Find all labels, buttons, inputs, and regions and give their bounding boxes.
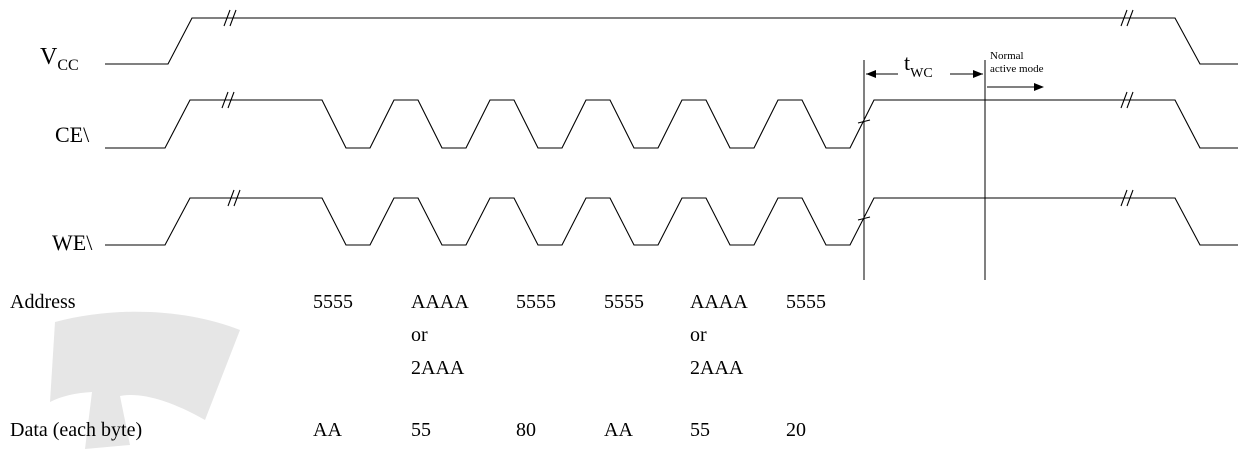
we-waveform: [105, 197, 1238, 246]
data-value: 55: [690, 419, 710, 441]
data-value: 20: [786, 419, 806, 441]
ce-waveform: [105, 99, 1238, 149]
watermark: [50, 311, 240, 449]
data-value: AA: [604, 419, 633, 441]
normal-mode-arrowhead: [1034, 83, 1044, 91]
address-value: 2AAA: [411, 357, 465, 379]
we-break-mark-1: [227, 189, 241, 207]
data-value: AA: [313, 419, 342, 441]
address-value: or: [411, 324, 428, 346]
vcc-break-mark-1: [223, 9, 237, 27]
vcc-label: VCC: [40, 44, 79, 74]
twc-right-arrowhead: [973, 70, 983, 78]
address-row: Address 5555 AAAA or 2AAA 5555 5555 AAAA or 2AAA…: [10, 291, 826, 379]
data-value: 55: [411, 419, 431, 441]
address-cells: 5555 AAAA or 2AAA 5555 5555 AAAA or 2AAA 5555: [313, 291, 826, 379]
twc-label-sub: WC: [910, 66, 933, 81]
vcc-row: VCC: [40, 9, 1238, 74]
we-row: WE\: [52, 189, 1238, 255]
address-value: 2AAA: [690, 357, 744, 379]
data-cells: AA 55 80 AA 55 20: [313, 419, 806, 441]
normal-mode-annotation: Normal active mode: [987, 50, 1044, 91]
vcc-break-mark-2: [1120, 9, 1134, 27]
address-value: 5555: [604, 291, 644, 313]
vcc-label-sub: CC: [57, 57, 78, 74]
address-value: 5555: [516, 291, 556, 313]
address-label: Address: [10, 291, 76, 313]
twc-annotation: tWC: [863, 50, 986, 280]
address-value: AAAA: [411, 291, 469, 313]
twc-label: tWC: [904, 50, 933, 81]
address-value: 5555: [786, 291, 826, 313]
data-label: Data (each byte): [10, 419, 142, 441]
vcc-waveform: [105, 17, 1238, 65]
twc-label-t: t: [904, 50, 910, 75]
address-value: 5555: [313, 291, 353, 313]
we-break-mark-2: [1120, 189, 1134, 207]
ce-label: CE\: [55, 122, 90, 147]
address-value: or: [690, 324, 707, 346]
normal-label-line2: active mode: [990, 63, 1044, 75]
ce-row: CE\: [55, 91, 1238, 149]
ce-break-mark-1: [221, 91, 235, 109]
data-value: 80: [516, 419, 536, 441]
we-label: WE\: [52, 230, 93, 255]
twc-left-arrowhead: [866, 70, 876, 78]
vcc-label-name: V: [40, 44, 58, 70]
normal-label-line1: Normal: [990, 50, 1024, 62]
address-value: AAAA: [690, 291, 748, 313]
ce-break-mark-2: [1120, 91, 1134, 109]
data-row: Data (each byte) AA 55 80 AA 55 20: [10, 419, 806, 441]
